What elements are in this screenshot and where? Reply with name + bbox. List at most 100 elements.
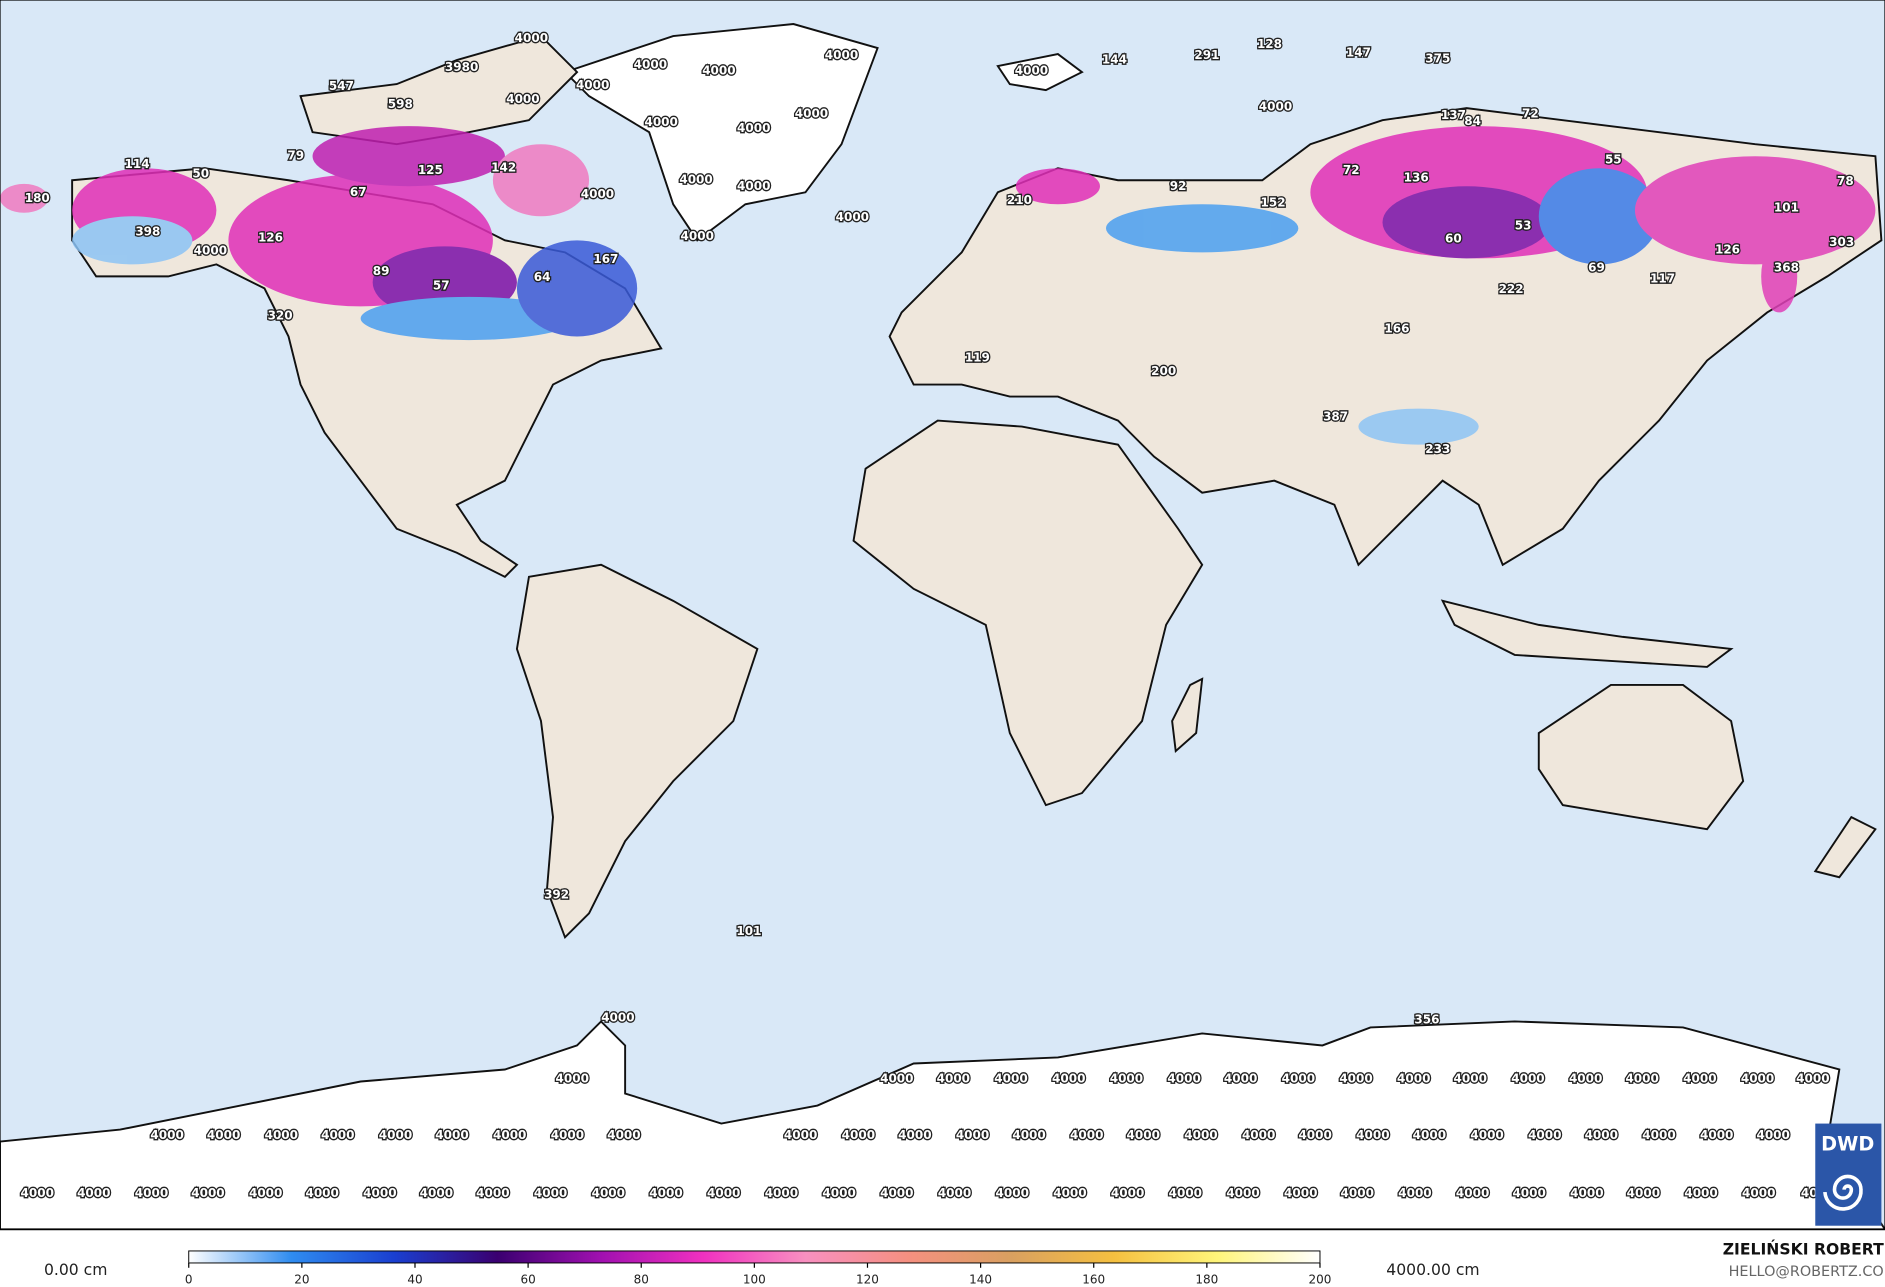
colorbar-legend: 0.00 cm 0 20 40 60 80 100 120 140 160 180 200 4000… <box>44 1250 1480 1286</box>
africa <box>852 419 1204 807</box>
snow-depth-label: 79 <box>287 149 304 163</box>
snow-depth-label: 125 <box>418 163 443 177</box>
snow-depth-label: 101 <box>1774 200 1799 214</box>
snow-depth-label: 4000 <box>937 1072 970 1086</box>
colorbar-tick-label: 120 <box>856 1272 879 1286</box>
colorbar-tick-label: 180 <box>1195 1272 1218 1286</box>
author-email[interactable]: HELLO@ROBERTZ.CO <box>1729 1264 1884 1280</box>
snow-depth-label: 4000 <box>795 107 828 121</box>
snow-depth-label: 142 <box>491 161 516 175</box>
snow-depth-label: 4000 <box>194 244 227 258</box>
snow-depth-label: 233 <box>1425 442 1450 456</box>
snow-depth-label: 89 <box>373 264 390 278</box>
snow-depth-label: 147 <box>1346 45 1371 59</box>
snow-depth-label: 4000 <box>784 1128 817 1142</box>
snow-depth-label: 4000 <box>1226 1186 1259 1200</box>
south-america <box>515 563 759 940</box>
snow-depth-label: 368 <box>1774 260 1799 274</box>
snow-depth-label: 72 <box>1343 163 1360 177</box>
snow-depth-label: 4000 <box>1298 1128 1331 1142</box>
snow-depth-label: 4000 <box>493 1128 526 1142</box>
snow-depth-label: 4000 <box>1110 1072 1143 1086</box>
snow-depth-label: 4000 <box>249 1186 282 1200</box>
dwd-logo: DWD <box>1815 1123 1882 1226</box>
snow-depth-label: 320 <box>268 309 293 323</box>
snow-depth-label: 4000 <box>135 1186 168 1200</box>
snow-depth-label: 4000 <box>898 1128 931 1142</box>
snow-depth-label: 144 <box>1102 53 1127 67</box>
swirl-icon <box>1823 1174 1863 1211</box>
snow-depth-label: 4000 <box>679 173 712 187</box>
snow-depth-label: 4000 <box>765 1186 798 1200</box>
snow-depth-label: 4000 <box>435 1128 468 1142</box>
snow-depth-label: 4000 <box>880 1072 913 1086</box>
snow-cover-overlay <box>0 126 1876 445</box>
snow-depth-label: 4000 <box>702 63 735 77</box>
snow-depth-label: 375 <box>1425 51 1450 65</box>
snow-depth-label: 4000 <box>77 1186 110 1200</box>
snow-depth-label: 4000 <box>1741 1072 1774 1086</box>
snow-depth-label: 4000 <box>1341 1186 1374 1200</box>
snow-siberia-blue <box>1538 168 1659 265</box>
snow-depth-label: 4000 <box>1569 1072 1602 1086</box>
snow-depth-label: 119 <box>965 351 990 365</box>
snow-depth-label: 4000 <box>420 1186 453 1200</box>
snow-depth-label: 4000 <box>1259 99 1292 113</box>
snow-depth-label: 4000 <box>825 48 858 62</box>
snow-depth-label: 4000 <box>551 1128 584 1142</box>
snow-tibet <box>1358 408 1479 445</box>
snow-depth-label: 166 <box>1384 322 1409 336</box>
snow-depth-label: 40 <box>1801 1186 1818 1200</box>
snow-depth-label: 136 <box>1404 170 1429 184</box>
snow-depth-label: 4000 <box>607 1128 640 1142</box>
snow-chukotka <box>0 183 49 213</box>
snow-depth-label: 78 <box>1837 174 1854 188</box>
snow-depth-label: 4000 <box>836 210 869 224</box>
snow-depth-label: 4000 <box>1184 1128 1217 1142</box>
snow-depth-label: 598 <box>388 97 413 111</box>
snow-depth-label: 4000 <box>1700 1128 1733 1142</box>
colorbar-tick-label: 160 <box>1082 1272 1105 1286</box>
snow-depth-label: 210 <box>1007 193 1032 207</box>
greenland <box>563 23 879 242</box>
snow-depth-label: 4000 <box>1339 1072 1372 1086</box>
snow-depth-label: 4000 <box>1052 1072 1085 1086</box>
snow-depth-label: 356 <box>1414 1013 1439 1027</box>
snow-depth-label: 4000 <box>1742 1186 1775 1200</box>
snow-depth-label: 4000 <box>1397 1072 1430 1086</box>
snow-depth-label: 69 <box>1588 260 1605 274</box>
snow-depth-label: 4000 <box>379 1128 412 1142</box>
snow-depth-label: 4000 <box>1284 1186 1317 1200</box>
snow-depth-label: 291 <box>1194 48 1219 62</box>
snow-depth-label: 4000 <box>1627 1186 1660 1200</box>
colorbar-tick-label: 200 <box>1309 1272 1332 1286</box>
snow-depth-label: 4000 <box>1111 1186 1144 1200</box>
snow-depth-label: 60 <box>1445 232 1462 246</box>
snow-depth-label: 4000 <box>938 1186 971 1200</box>
snow-depth-label: 4000 <box>1167 1072 1200 1086</box>
dwd-logo-text: DWD <box>1821 1133 1874 1156</box>
colorbar-tick-label: 40 <box>407 1272 422 1286</box>
snow-depth-label: 4000 <box>21 1186 54 1200</box>
snow-depth-label: 152 <box>1261 196 1286 210</box>
snow-depth-label: 180 <box>25 191 50 205</box>
snow-depth-label: 4000 <box>956 1128 989 1142</box>
snow-depth-label: 126 <box>1715 242 1740 256</box>
snow-depth-label: 4000 <box>534 1186 567 1200</box>
snow-depth-label: 128 <box>1257 37 1282 51</box>
snow-baffin <box>492 144 590 217</box>
snow-depth-label: 4000 <box>321 1128 354 1142</box>
snow-depth-label: 4000 <box>737 121 770 135</box>
snow-depth-label: 4000 <box>601 1010 634 1024</box>
snow-depth-label: 4000 <box>556 1072 589 1086</box>
snow-depth-label: 4000 <box>681 229 714 243</box>
snow-scandinavia <box>1015 168 1100 205</box>
snow-depth-label: 4000 <box>644 115 677 129</box>
snow-depth-label: 4000 <box>707 1186 740 1200</box>
snow-depth-label: 4000 <box>1470 1128 1503 1142</box>
snow-depth-label: 4000 <box>476 1186 509 1200</box>
snow-depth-label: 4000 <box>1456 1186 1489 1200</box>
snow-depth-label: 67 <box>350 185 367 199</box>
snow-depth-label: 4000 <box>1528 1128 1561 1142</box>
